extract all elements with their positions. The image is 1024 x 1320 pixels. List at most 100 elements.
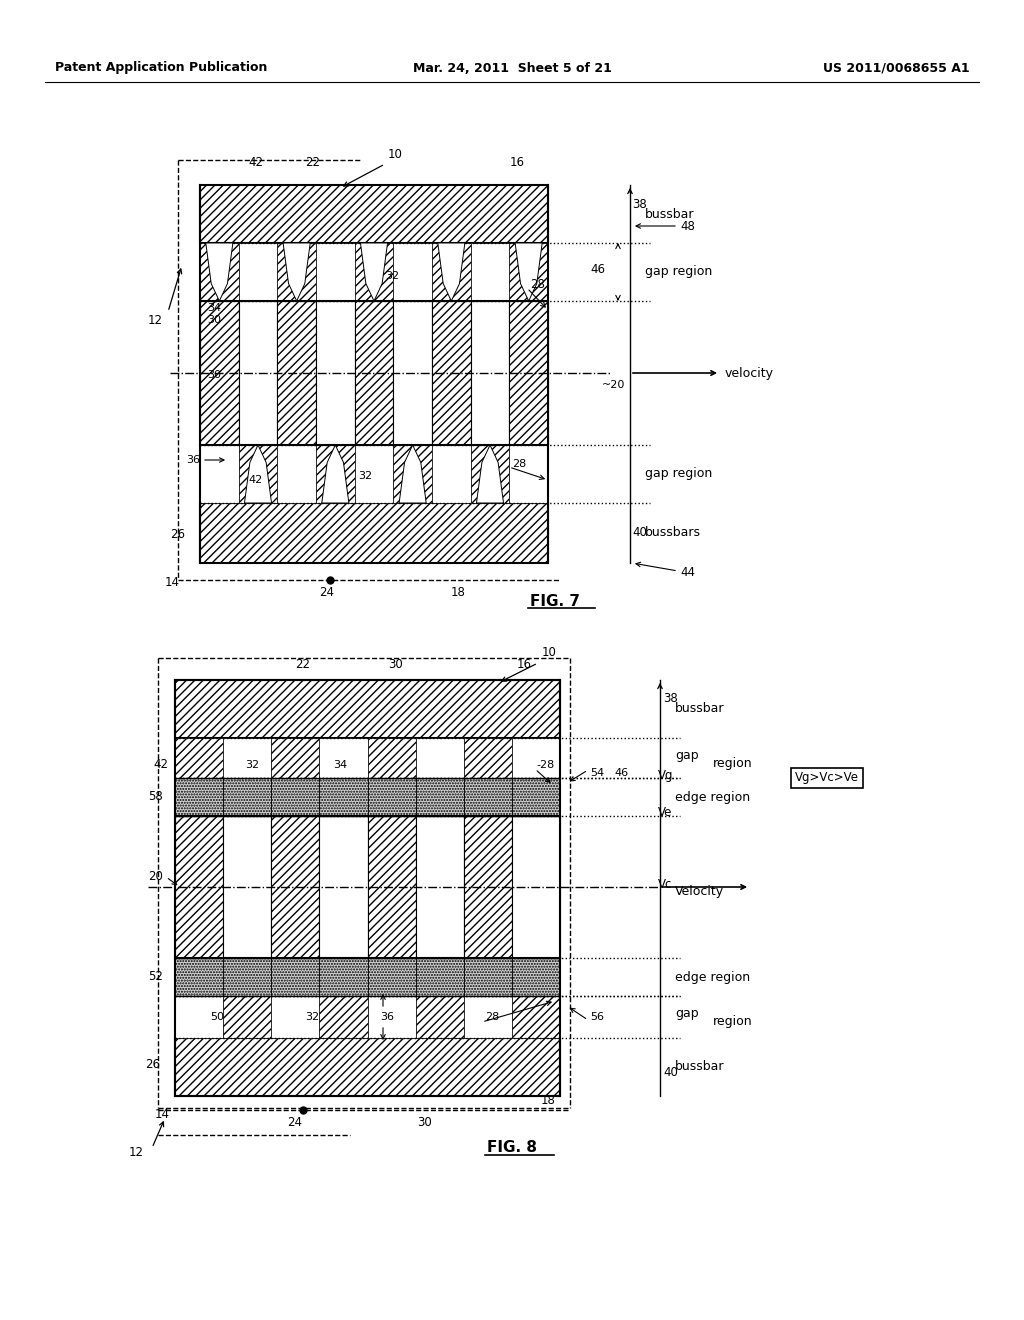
- Bar: [368, 738, 416, 777]
- Bar: [416, 738, 464, 777]
- Text: region: region: [713, 1015, 753, 1028]
- Bar: [223, 738, 271, 777]
- Text: 16: 16: [517, 659, 532, 672]
- Bar: [175, 738, 223, 777]
- Text: gap region: gap region: [645, 265, 713, 279]
- Bar: [512, 958, 560, 997]
- Text: bussbar: bussbar: [675, 1060, 725, 1073]
- Text: Ve: Ve: [658, 807, 673, 820]
- Text: 42: 42: [153, 759, 168, 771]
- Bar: [416, 997, 464, 1038]
- Text: 44: 44: [680, 566, 695, 579]
- Bar: [271, 777, 319, 816]
- Text: 38: 38: [663, 692, 678, 705]
- Text: 12: 12: [129, 1147, 144, 1159]
- Bar: [175, 777, 223, 816]
- Bar: [432, 301, 471, 445]
- Bar: [354, 445, 393, 503]
- Text: 30: 30: [207, 315, 221, 325]
- Bar: [223, 777, 271, 816]
- Text: 32: 32: [305, 1012, 319, 1022]
- Text: Velocity: Velocity: [675, 886, 724, 899]
- Bar: [471, 243, 509, 301]
- Text: 52: 52: [148, 970, 163, 983]
- Text: 28: 28: [485, 1012, 500, 1022]
- Bar: [471, 445, 509, 503]
- Bar: [368, 777, 416, 816]
- Text: 20: 20: [148, 870, 163, 883]
- Text: 22: 22: [295, 659, 310, 672]
- Polygon shape: [245, 445, 271, 503]
- Bar: [416, 958, 464, 997]
- Text: 36: 36: [380, 1012, 394, 1022]
- Text: 18: 18: [541, 1093, 555, 1106]
- Bar: [316, 301, 354, 445]
- Bar: [432, 445, 471, 503]
- Text: Vg: Vg: [658, 768, 674, 781]
- Bar: [200, 503, 548, 564]
- Polygon shape: [322, 445, 349, 503]
- Text: gap: gap: [675, 748, 698, 762]
- Bar: [368, 997, 416, 1038]
- Polygon shape: [438, 243, 465, 301]
- Text: 22: 22: [305, 157, 319, 169]
- Bar: [512, 997, 560, 1038]
- Bar: [223, 958, 271, 997]
- Polygon shape: [360, 243, 387, 301]
- Bar: [239, 243, 278, 301]
- Text: region: region: [713, 756, 753, 770]
- Text: Vc: Vc: [658, 878, 673, 891]
- Bar: [175, 958, 223, 997]
- Bar: [393, 301, 432, 445]
- Bar: [354, 243, 393, 301]
- Bar: [223, 997, 271, 1038]
- Text: 28: 28: [512, 459, 526, 469]
- Bar: [175, 680, 560, 738]
- Text: 14: 14: [165, 577, 180, 590]
- Polygon shape: [283, 243, 310, 301]
- Text: 46: 46: [614, 768, 628, 777]
- Bar: [416, 816, 464, 958]
- Text: -28: -28: [536, 760, 554, 770]
- Text: edge region: edge region: [675, 970, 751, 983]
- Bar: [278, 445, 316, 503]
- Bar: [512, 777, 560, 816]
- Bar: [464, 997, 512, 1038]
- Bar: [464, 816, 512, 958]
- Bar: [393, 243, 432, 301]
- Bar: [319, 738, 368, 777]
- Text: velocity: velocity: [725, 367, 774, 380]
- Text: FIG. 8: FIG. 8: [487, 1140, 537, 1155]
- Bar: [271, 738, 319, 777]
- Text: 40: 40: [663, 1065, 678, 1078]
- Text: 24: 24: [288, 1115, 302, 1129]
- Text: Vg>Vc>Ve: Vg>Vc>Ve: [795, 771, 859, 784]
- Bar: [512, 738, 560, 777]
- Bar: [200, 301, 239, 445]
- Bar: [319, 958, 368, 997]
- Text: edge region: edge region: [675, 791, 751, 804]
- Bar: [464, 777, 512, 816]
- Text: 42: 42: [248, 475, 262, 484]
- Text: 30: 30: [418, 1115, 432, 1129]
- Polygon shape: [476, 445, 504, 503]
- Bar: [239, 301, 278, 445]
- Bar: [319, 816, 368, 958]
- Polygon shape: [399, 445, 426, 503]
- Bar: [316, 445, 354, 503]
- Text: 30: 30: [388, 659, 402, 672]
- Bar: [175, 816, 223, 958]
- Text: 34: 34: [207, 304, 221, 313]
- Text: 24: 24: [319, 586, 335, 599]
- Bar: [464, 958, 512, 997]
- Text: 56: 56: [590, 1012, 604, 1022]
- Bar: [512, 816, 560, 958]
- Text: 28: 28: [530, 279, 545, 292]
- Bar: [278, 301, 316, 445]
- Bar: [271, 997, 319, 1038]
- Bar: [316, 243, 354, 301]
- Text: 14: 14: [155, 1109, 170, 1122]
- Bar: [432, 243, 471, 301]
- Bar: [464, 738, 512, 777]
- Text: 36: 36: [186, 455, 200, 465]
